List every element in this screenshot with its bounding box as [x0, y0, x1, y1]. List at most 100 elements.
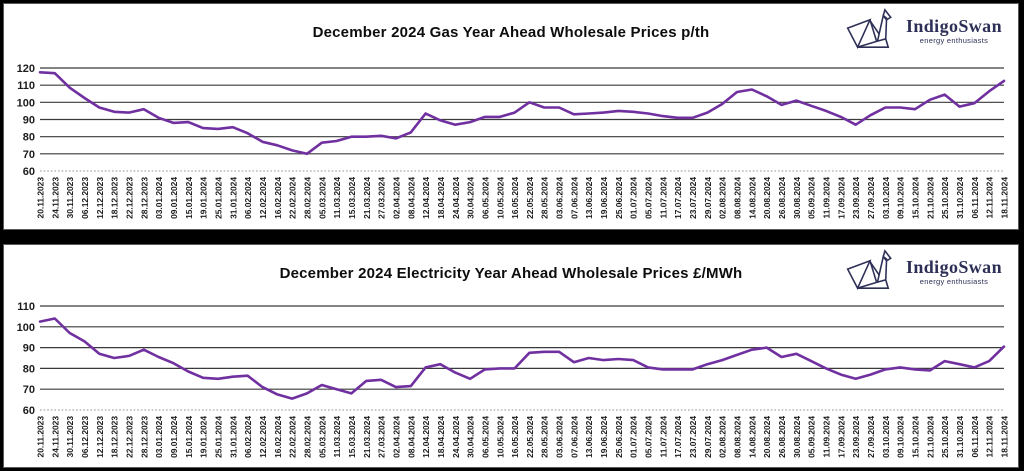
x-axis-date-label: 06.05.2024 [480, 416, 490, 458]
x-axis-date-label: 28.12.2023 [139, 416, 149, 458]
origami-swan-icon [846, 249, 892, 290]
x-axis-date-label: 22.02.2024 [288, 416, 298, 458]
x-axis-date-label: 10.05.2024 [495, 416, 505, 458]
x-axis-date-label: 20.08.2024 [762, 177, 772, 219]
x-axis-date-label: 12.12.2023 [95, 177, 105, 219]
x-axis-date-label: 09.10.2024 [896, 416, 906, 458]
x-axis-date-label: 19.01.2024 [199, 416, 209, 458]
x-axis-date-label: 02.04.2024 [391, 416, 401, 458]
x-axis-date-label: 30.04.2024 [466, 416, 476, 458]
x-axis-date-label: 03.10.2024 [881, 177, 891, 219]
x-axis-date-label: 24.11.2023 [50, 416, 60, 458]
x-axis-date-label: 08.08.2024 [733, 416, 743, 458]
x-axis-date-label: 02.04.2024 [391, 177, 401, 219]
x-axis-date-label: 30.08.2024 [792, 177, 802, 219]
indigoswan-logo: IndigoSwan energy enthusiasts [841, 7, 1002, 55]
y-axis-tick-label: 110 [17, 301, 35, 313]
x-axis-date-label: 22.02.2024 [288, 177, 298, 219]
x-axis-date-label: 25.01.2024 [213, 416, 223, 458]
x-axis-date-label: 28.02.2024 [302, 416, 312, 458]
x-axis-date-label: 12.11.2024 [985, 416, 995, 458]
x-axis-date-label: 08.04.2024 [406, 416, 416, 458]
y-axis-tick-label: 90 [23, 343, 35, 355]
x-axis-date-label: 03.06.2024 [555, 416, 565, 458]
x-axis-date-label: 20.11.2023 [36, 177, 46, 219]
x-axis-date-label: 26.08.2024 [777, 416, 787, 458]
x-axis-date-label: 05.03.2024 [317, 416, 327, 458]
x-axis-date-label: 13.06.2024 [584, 177, 594, 219]
x-axis-date-label: 23.09.2024 [851, 416, 861, 458]
x-axis-date-label: 05.09.2024 [807, 177, 817, 219]
electricity-price-panel: 110 100 90 80 70 60 20.11.2023 24.11.2023 30.11.… [3, 244, 1019, 468]
x-axis-date-label: 18.04.2024 [436, 416, 446, 458]
x-axis-date-label: 25.06.2024 [614, 177, 624, 219]
x-axis-date-label: 18.11.2024 [1000, 177, 1010, 219]
x-axis-date-label: 16.05.2024 [510, 416, 520, 458]
x-axis-date-label: 24.04.2024 [451, 416, 461, 458]
x-axis-date-label: 07.06.2024 [569, 416, 579, 458]
x-axis-date-label: 05.07.2024 [644, 416, 654, 458]
x-axis-date-label: 16.02.2024 [273, 416, 283, 458]
x-axis-date-label: 06.05.2024 [480, 177, 490, 219]
x-axis-date-label: 24.04.2024 [451, 177, 461, 219]
x-axis-date-label: 03.06.2024 [555, 177, 565, 219]
x-axis-date-label: 09.01.2024 [169, 177, 179, 219]
x-axis-date-label: 23.07.2024 [688, 416, 698, 458]
x-axis-date-label: 17.07.2024 [673, 416, 683, 458]
x-axis-date-label: 11.07.2024 [658, 416, 668, 458]
x-axis-date-label: 30.11.2023 [65, 416, 75, 458]
x-axis-date-label: 21.10.2024 [925, 416, 935, 458]
price-series-line [38, 71, 1006, 156]
x-axis-date-label: 09.01.2024 [169, 416, 179, 458]
y-axis-tick-label: 80 [23, 363, 35, 375]
x-axis-date-label: 20.08.2024 [762, 416, 772, 458]
y-axis-tick-label: 70 [23, 149, 35, 161]
x-axis-date-label: 17.07.2024 [673, 177, 683, 219]
x-axis-date-label: 18.11.2024 [1000, 416, 1010, 458]
x-axis-date-label: 28.05.2024 [540, 177, 550, 219]
x-axis-date-label: 28.02.2024 [302, 177, 312, 219]
y-axis-tick-label: 120 [17, 63, 35, 75]
x-axis-date-label: 11.09.2024 [822, 177, 832, 219]
x-axis-date-label: 19.01.2024 [199, 177, 209, 219]
x-axis-date-label: 10.05.2024 [495, 177, 505, 219]
x-axis-date-label: 15.10.2024 [911, 177, 921, 219]
y-axis-tick-label: 110 [17, 80, 35, 92]
x-axis-date-label: 16.05.2024 [510, 177, 520, 219]
x-axis-date-label: 06.11.2024 [970, 177, 980, 219]
x-axis-date-label: 20.11.2023 [36, 416, 46, 458]
x-axis-date-label: 21.03.2024 [362, 416, 372, 458]
x-axis-date-label: 06.02.2024 [243, 177, 253, 219]
x-axis-date-label: 22.12.2023 [124, 177, 134, 219]
x-axis-date-label: 12.04.2024 [421, 416, 431, 458]
x-axis-date-label: 28.05.2024 [540, 416, 550, 458]
x-axis-date-label: 22.12.2023 [124, 416, 134, 458]
x-axis-date-label: 07.06.2024 [569, 177, 579, 219]
origami-swan-icon [846, 8, 892, 49]
x-axis-date-label: 30.08.2024 [792, 416, 802, 458]
x-axis-date-label: 18.12.2023 [110, 416, 120, 458]
y-axis-tick-label: 100 [17, 97, 35, 109]
x-axis-date-label: 27.03.2024 [377, 177, 387, 219]
x-axis-date-label: 12.04.2024 [421, 177, 431, 219]
x-axis-date-label: 03.01.2024 [154, 416, 164, 458]
x-axis-date-label: 31.01.2024 [228, 177, 238, 219]
brand-tagline: energy enthusiasts [919, 36, 989, 46]
x-axis-date-label: 15.03.2024 [347, 177, 357, 219]
x-axis-date-label: 06.11.2024 [970, 416, 980, 458]
brand-name: IndigoSwan [905, 257, 1002, 278]
x-axis-date-label: 09.10.2024 [896, 177, 906, 219]
electricity-chart-title: December 2024 Electricity Year Ahead Who… [279, 265, 743, 282]
y-axis-tick-label: 60 [23, 405, 35, 417]
x-axis-date-label: 05.07.2024 [644, 177, 654, 219]
brand-name: IndigoSwan [905, 16, 1002, 37]
x-axis-date-label: 17.09.2024 [836, 177, 846, 219]
x-axis-date-label: 18.04.2024 [436, 177, 446, 219]
x-axis-date-label: 03.01.2024 [154, 177, 164, 219]
x-axis-date-label: 16.02.2024 [273, 177, 283, 219]
x-axis-date-label: 27.03.2024 [377, 416, 387, 458]
x-axis-date-label: 22.05.2024 [525, 416, 535, 458]
